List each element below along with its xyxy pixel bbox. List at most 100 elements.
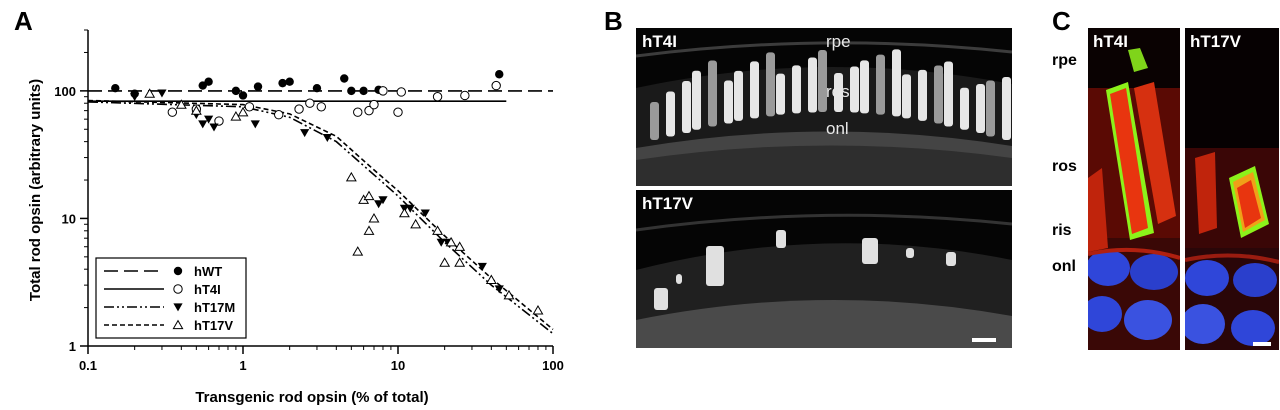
data-point-hwt: [359, 86, 368, 96]
photoreceptor-outer-segment: [906, 248, 914, 258]
x-axis-label: Transgenic rod opsin (% of total): [195, 389, 428, 406]
y-tick-label: 100: [54, 84, 76, 99]
photoreceptor-outer-segment: [676, 274, 682, 284]
genotype-label-ht4i-c: hT4I: [1093, 32, 1128, 51]
data-point-ht17m: [420, 209, 430, 218]
data-point-ht17v: [345, 171, 357, 182]
layer-label-ros-b: ros: [826, 82, 850, 101]
panel-letter-c: C: [1052, 6, 1071, 36]
legend-label-ht4i: hT4I: [194, 282, 221, 297]
data-point-ht4i: [274, 110, 284, 120]
layer-label-rpe-c: rpe: [1052, 52, 1077, 69]
micrograph-b-top: hT4I rpe ros onl: [636, 28, 1012, 186]
layer-label-ros-c: ros: [1052, 158, 1077, 175]
data-point-ht17m: [250, 120, 260, 129]
photoreceptor-outer-segment: [946, 252, 956, 266]
genotype-label-ht17v-c: hT17V: [1190, 32, 1242, 51]
legend: hWT hT4I hT17M hT17V: [95, 257, 247, 339]
photoreceptor-outer-segment: [976, 84, 985, 134]
y-axis-label: Total rod opsin (arbitrary units): [27, 79, 44, 301]
photoreceptor-outer-segment: [776, 73, 785, 115]
scale-bar-b: [972, 338, 996, 342]
data-point-hwt: [204, 77, 213, 86]
data-point-ht17v: [503, 289, 515, 300]
photoreceptor-outer-segment: [918, 69, 927, 121]
photoreceptor-outer-segment: [834, 73, 843, 113]
data-point-ht17m: [405, 204, 415, 213]
panel-letter-a: A: [14, 6, 33, 36]
fit-curve-ht17v: [87, 99, 554, 331]
data-point-ht4i: [316, 102, 326, 112]
data-points: [111, 70, 544, 315]
data-point-ht17m: [494, 285, 504, 294]
data-point-ht4i: [294, 104, 304, 114]
photoreceptor-outer-segment: [818, 50, 827, 113]
data-point-ht4i: [364, 105, 374, 116]
data-point-ht17m: [300, 129, 310, 138]
data-point-ht17v: [410, 218, 422, 229]
legend-label-hwt: hWT: [194, 264, 222, 279]
data-point-ht4i: [491, 80, 501, 91]
photoreceptor-outer-segment: [850, 66, 859, 113]
layer-label-onl-b: onl: [826, 119, 849, 138]
panel-letter-b: B: [604, 6, 623, 36]
photoreceptor-outer-segment: [666, 91, 675, 137]
data-point-ht17m: [378, 196, 388, 205]
x-tick-label: 0.1: [79, 358, 97, 373]
genotype-label-ht17v-b: hT17V: [642, 194, 694, 213]
data-point-hwt: [278, 78, 287, 88]
layer-label-onl-c: onl: [1052, 258, 1076, 275]
data-point-ht17v: [532, 305, 544, 315]
y-tick-label: 1: [69, 339, 76, 354]
data-point-ht17v: [432, 225, 444, 235]
data-point-ht17v: [454, 241, 466, 251]
photoreceptor-outer-segment: [734, 70, 743, 121]
photoreceptor-outer-segment: [766, 52, 775, 117]
data-point-hwt: [285, 77, 294, 86]
data-point-ht17v: [175, 99, 187, 109]
retina-image-b-top: [636, 28, 1012, 186]
x-tick-label: 1: [239, 358, 246, 373]
data-point-ht17m: [157, 89, 167, 98]
data-point-ht17v: [144, 88, 156, 98]
layer-label-ris-c: ris: [1052, 222, 1072, 239]
photoreceptor-outer-segment: [902, 74, 911, 119]
data-point-hwt: [231, 86, 241, 96]
legend-label-ht17m: hT17M: [194, 300, 235, 315]
photoreceptor-outer-segment: [862, 238, 878, 264]
data-point-ht17m: [204, 115, 214, 124]
photoreceptor-outer-segment: [692, 70, 701, 130]
data-point-ht17v: [368, 213, 380, 223]
confocal-image-c-left: [1088, 28, 1180, 350]
data-point-ht17m: [130, 93, 140, 102]
data-point-ht4i: [167, 107, 178, 117]
data-point-hwt: [111, 83, 120, 93]
x-tick-label: 100: [542, 358, 564, 373]
data-point-ht17m: [374, 200, 384, 209]
data-point-ht17v: [363, 225, 375, 235]
data-point-ht17m: [477, 262, 487, 271]
photoreceptor-outer-segment: [682, 81, 691, 134]
layer-label-rpe-b: rpe: [826, 32, 851, 51]
photoreceptor-outer-segment: [944, 61, 953, 127]
data-point-ht17v: [398, 207, 410, 218]
legend-label-ht17v: hT17V: [194, 318, 233, 333]
data-point-hwt: [238, 91, 248, 100]
data-point-ht17v: [485, 274, 497, 284]
photoreceptor-outer-segment: [750, 61, 759, 119]
confocal-c-right: hT17V: [1185, 28, 1279, 350]
data-point-ht4i: [214, 116, 224, 126]
data-point-ht4i: [305, 98, 315, 108]
data-point-ht4i: [393, 107, 403, 117]
legend-marker-hwt: [173, 266, 183, 276]
micrograph-b-bottom: hT17V: [636, 190, 1012, 348]
plot-frame: [87, 30, 553, 347]
photoreceptor-outer-segment: [934, 65, 943, 124]
photoreceptor-outer-segment: [708, 60, 717, 127]
data-point-ht4i: [244, 102, 255, 112]
data-point-hwt: [253, 82, 263, 91]
data-point-ht17m: [436, 238, 446, 247]
data-point-ht17v: [363, 190, 375, 201]
data-point-hwt: [312, 83, 322, 93]
